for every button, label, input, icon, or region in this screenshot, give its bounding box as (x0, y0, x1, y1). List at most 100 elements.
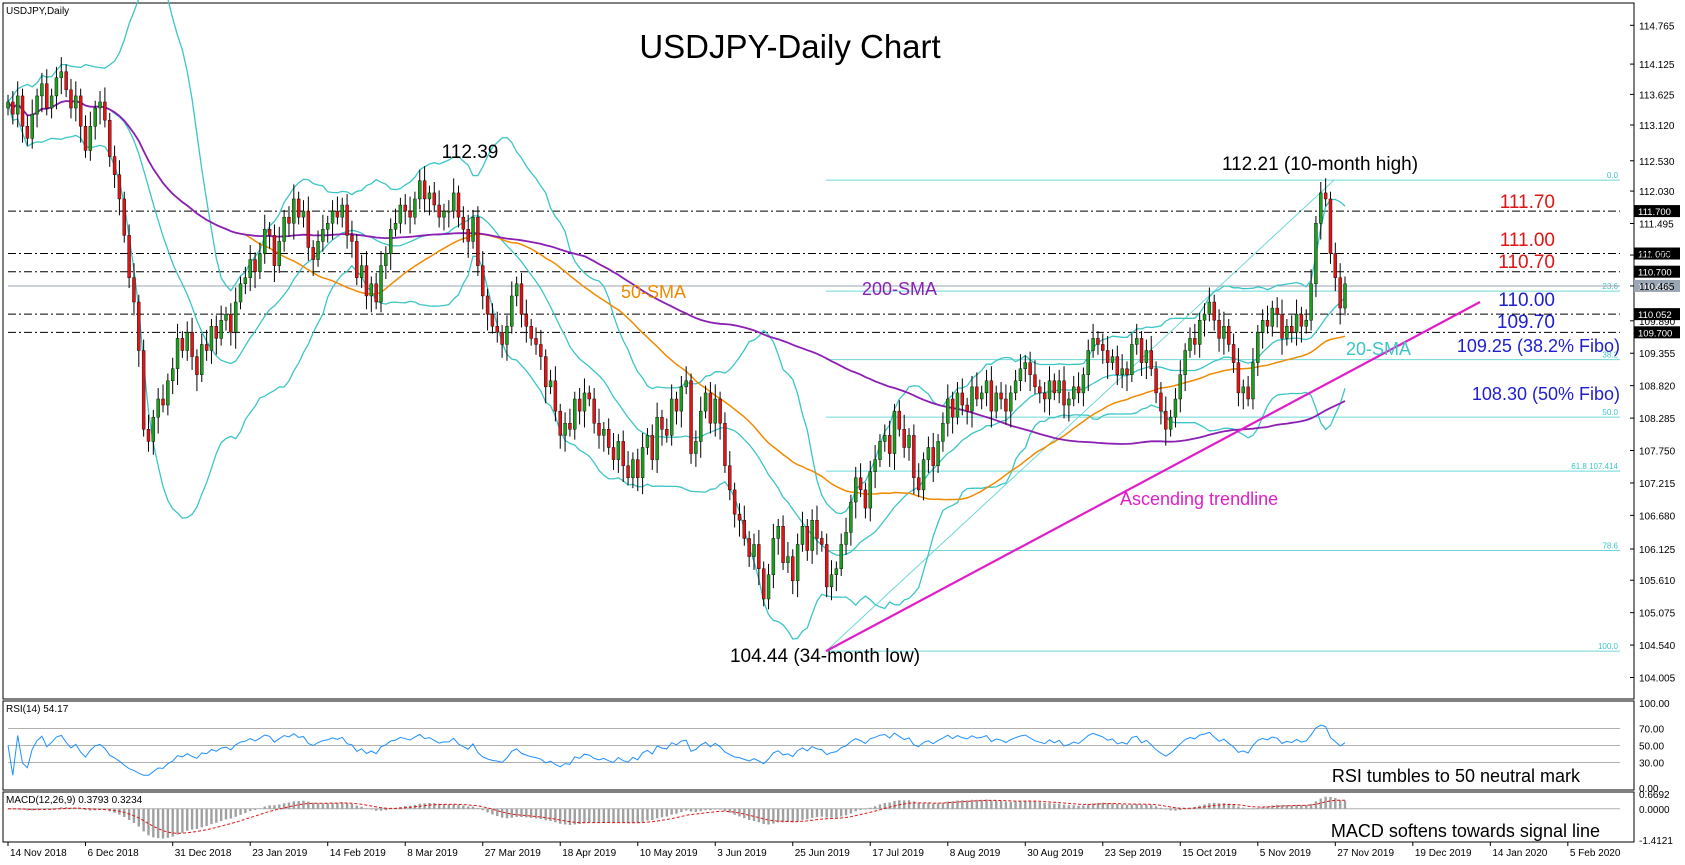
macd-histogram-bar (995, 800, 998, 809)
candle (451, 178, 456, 219)
macd-histogram-bar (195, 808, 199, 829)
candle-body (263, 229, 267, 254)
macd-histogram-bar (704, 808, 707, 811)
price-tick-label: 105.075 (1639, 609, 1676, 620)
candle-body (190, 332, 194, 357)
candle (1052, 373, 1057, 401)
fib-diagonal (825, 179, 1335, 652)
candle (374, 272, 378, 310)
macd-histogram-bar (1159, 807, 1163, 809)
candle (156, 388, 160, 434)
candle-body (1047, 380, 1052, 400)
label-ascending-trendline: Ascending trendline (1120, 489, 1278, 509)
macd-histogram-bar (69, 807, 73, 809)
trendline (825, 301, 1481, 653)
macd-histogram-bar (651, 808, 654, 821)
macd-tick-label: 0.6692 (1639, 790, 1670, 801)
candlesticks (6, 57, 1347, 610)
macd-histogram-bar (311, 802, 315, 809)
candle (529, 318, 533, 346)
macd-histogram-bar (1338, 799, 1342, 809)
macd-histogram-bar (326, 803, 329, 809)
candle (447, 200, 451, 228)
rsi-note: RSI tumbles to 50 neutral mark (1332, 766, 1581, 786)
candle (984, 369, 989, 407)
candle (287, 206, 291, 237)
macd-histogram-bar (733, 808, 736, 815)
macd-histogram-bar (830, 808, 833, 818)
macd-histogram-bar (355, 805, 358, 809)
candle-body (742, 520, 747, 539)
candle (369, 276, 374, 313)
macd-histogram-bar (970, 799, 974, 809)
candle-body (514, 283, 519, 297)
macd-histogram-bar (282, 803, 286, 809)
macd-histogram-bar (190, 808, 194, 830)
candle (636, 448, 640, 492)
macd-histogram-bar (534, 808, 538, 819)
candle (757, 529, 761, 586)
candle (316, 230, 320, 267)
candle (1309, 269, 1313, 331)
macd-histogram-bar (481, 808, 484, 811)
macd-histogram-bar (844, 808, 848, 816)
candle (209, 318, 214, 364)
candle (117, 160, 122, 216)
macd-histogram-bar (89, 808, 92, 811)
candle (1323, 178, 1328, 207)
candle (694, 430, 698, 467)
macd-histogram-bar (1300, 804, 1303, 809)
candle (732, 482, 737, 528)
candle-body (316, 241, 320, 260)
candle-body (195, 356, 199, 375)
macd-histogram-bar (873, 806, 877, 809)
candle (665, 418, 669, 443)
candle-body (166, 380, 170, 406)
candle-body (1101, 344, 1105, 351)
candle-body (45, 83, 49, 109)
macd-histogram-bar (1324, 796, 1327, 809)
macd-histogram-bar (302, 800, 305, 809)
macd-histogram-bar (365, 808, 368, 809)
candle-body (684, 380, 688, 388)
date-tick-label: 6 Dec 2018 (88, 848, 140, 859)
macd-histogram-bar (307, 801, 310, 809)
candle (873, 445, 877, 489)
candle (98, 91, 102, 125)
candle-body (849, 501, 853, 533)
date-tick-label: 8 Aug 2019 (950, 848, 1001, 859)
rsi-label: RSI(14) 54.17 (6, 704, 69, 715)
candle (253, 252, 257, 289)
fib-label-38-2: 109.25 (38.2% Fibo) (1457, 336, 1620, 356)
candle-body (606, 429, 611, 448)
candle (902, 414, 906, 458)
candle-body (345, 204, 349, 236)
candle-body (1314, 223, 1318, 285)
candle (1101, 333, 1105, 364)
candle (868, 460, 872, 522)
candle-body (873, 459, 877, 472)
candle (936, 434, 940, 473)
candle-body (326, 223, 330, 230)
candle-body (529, 326, 533, 339)
candle-body (1168, 416, 1173, 430)
candle-body (180, 338, 185, 351)
candle (781, 515, 785, 570)
candle (737, 503, 742, 537)
price-tick-label: 113.120 (1639, 121, 1675, 132)
macd-histogram-bar (1295, 804, 1298, 809)
price-tick-label: 104.005 (1639, 674, 1676, 685)
candle (960, 378, 965, 416)
macd-histogram-bar (205, 808, 208, 827)
candle-body (93, 107, 97, 127)
candle-body (703, 392, 708, 412)
level-price-box (1634, 247, 1680, 260)
fib-level-ratio: 61.8 107.414 (1571, 462, 1618, 471)
candle-body (209, 326, 214, 351)
candle (776, 519, 780, 555)
candle-body (267, 229, 272, 236)
candle (200, 333, 204, 383)
date-tick-label: 19 Dec 2019 (1415, 848, 1472, 859)
candle (171, 357, 175, 395)
